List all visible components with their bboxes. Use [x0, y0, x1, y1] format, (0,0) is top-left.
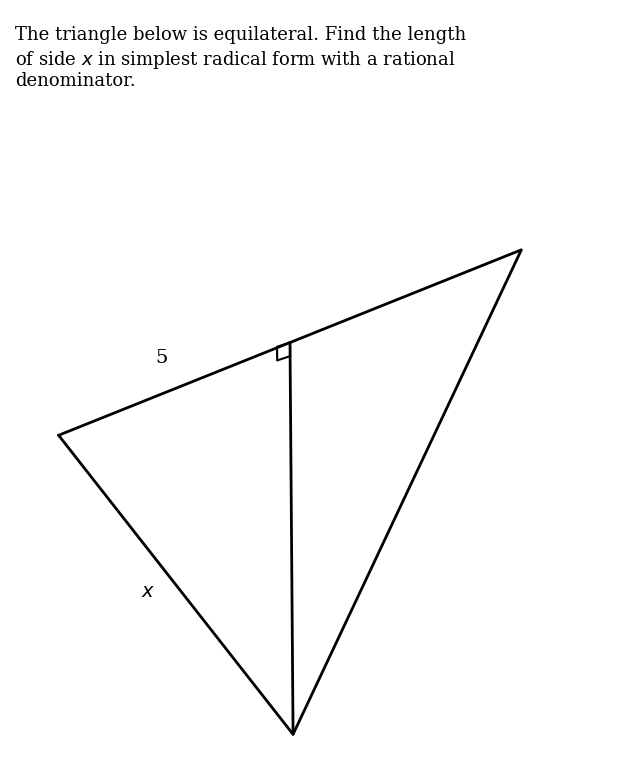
Text: denominator.: denominator.	[15, 72, 136, 90]
Text: The triangle below is equilateral. Find the length: The triangle below is equilateral. Find …	[15, 26, 466, 45]
Text: 5: 5	[155, 349, 167, 367]
Text: $x$: $x$	[141, 584, 155, 601]
Text: of side $x$ in simplest radical form with a rational: of side $x$ in simplest radical form wit…	[15, 49, 456, 71]
